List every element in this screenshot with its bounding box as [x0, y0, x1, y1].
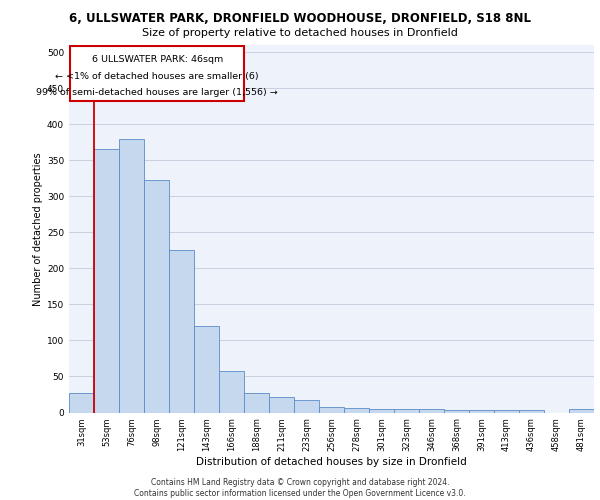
Text: ← <1% of detached houses are smaller (6): ← <1% of detached houses are smaller (6) [55, 72, 259, 80]
Bar [70, 46, 244, 101]
Bar [294, 400, 319, 412]
Bar [194, 326, 219, 412]
Bar [169, 250, 194, 412]
Bar [394, 409, 419, 412]
Text: Contains HM Land Registry data © Crown copyright and database right 2024.
Contai: Contains HM Land Registry data © Crown c… [134, 478, 466, 498]
Bar [219, 370, 244, 412]
Bar [319, 406, 344, 412]
Bar [119, 138, 144, 412]
Text: 99% of semi-detached houses are larger (1,556) →: 99% of semi-detached houses are larger (… [36, 88, 278, 97]
Bar [569, 409, 594, 412]
Bar [419, 409, 444, 412]
Bar [144, 180, 169, 412]
Text: 6 ULLSWATER PARK: 46sqm: 6 ULLSWATER PARK: 46sqm [91, 55, 223, 64]
Bar [269, 396, 294, 412]
Text: Size of property relative to detached houses in Dronfield: Size of property relative to detached ho… [142, 28, 458, 38]
Bar [344, 408, 369, 412]
Bar [244, 393, 269, 412]
X-axis label: Distribution of detached houses by size in Dronfield: Distribution of detached houses by size … [196, 457, 467, 467]
Bar [369, 409, 394, 412]
Y-axis label: Number of detached properties: Number of detached properties [33, 152, 43, 306]
Bar [69, 393, 94, 412]
Bar [94, 150, 119, 412]
Bar [494, 410, 519, 412]
Text: 6, ULLSWATER PARK, DRONFIELD WOODHOUSE, DRONFIELD, S18 8NL: 6, ULLSWATER PARK, DRONFIELD WOODHOUSE, … [69, 12, 531, 26]
Bar [469, 410, 494, 412]
Bar [444, 410, 469, 412]
Bar [519, 410, 544, 412]
